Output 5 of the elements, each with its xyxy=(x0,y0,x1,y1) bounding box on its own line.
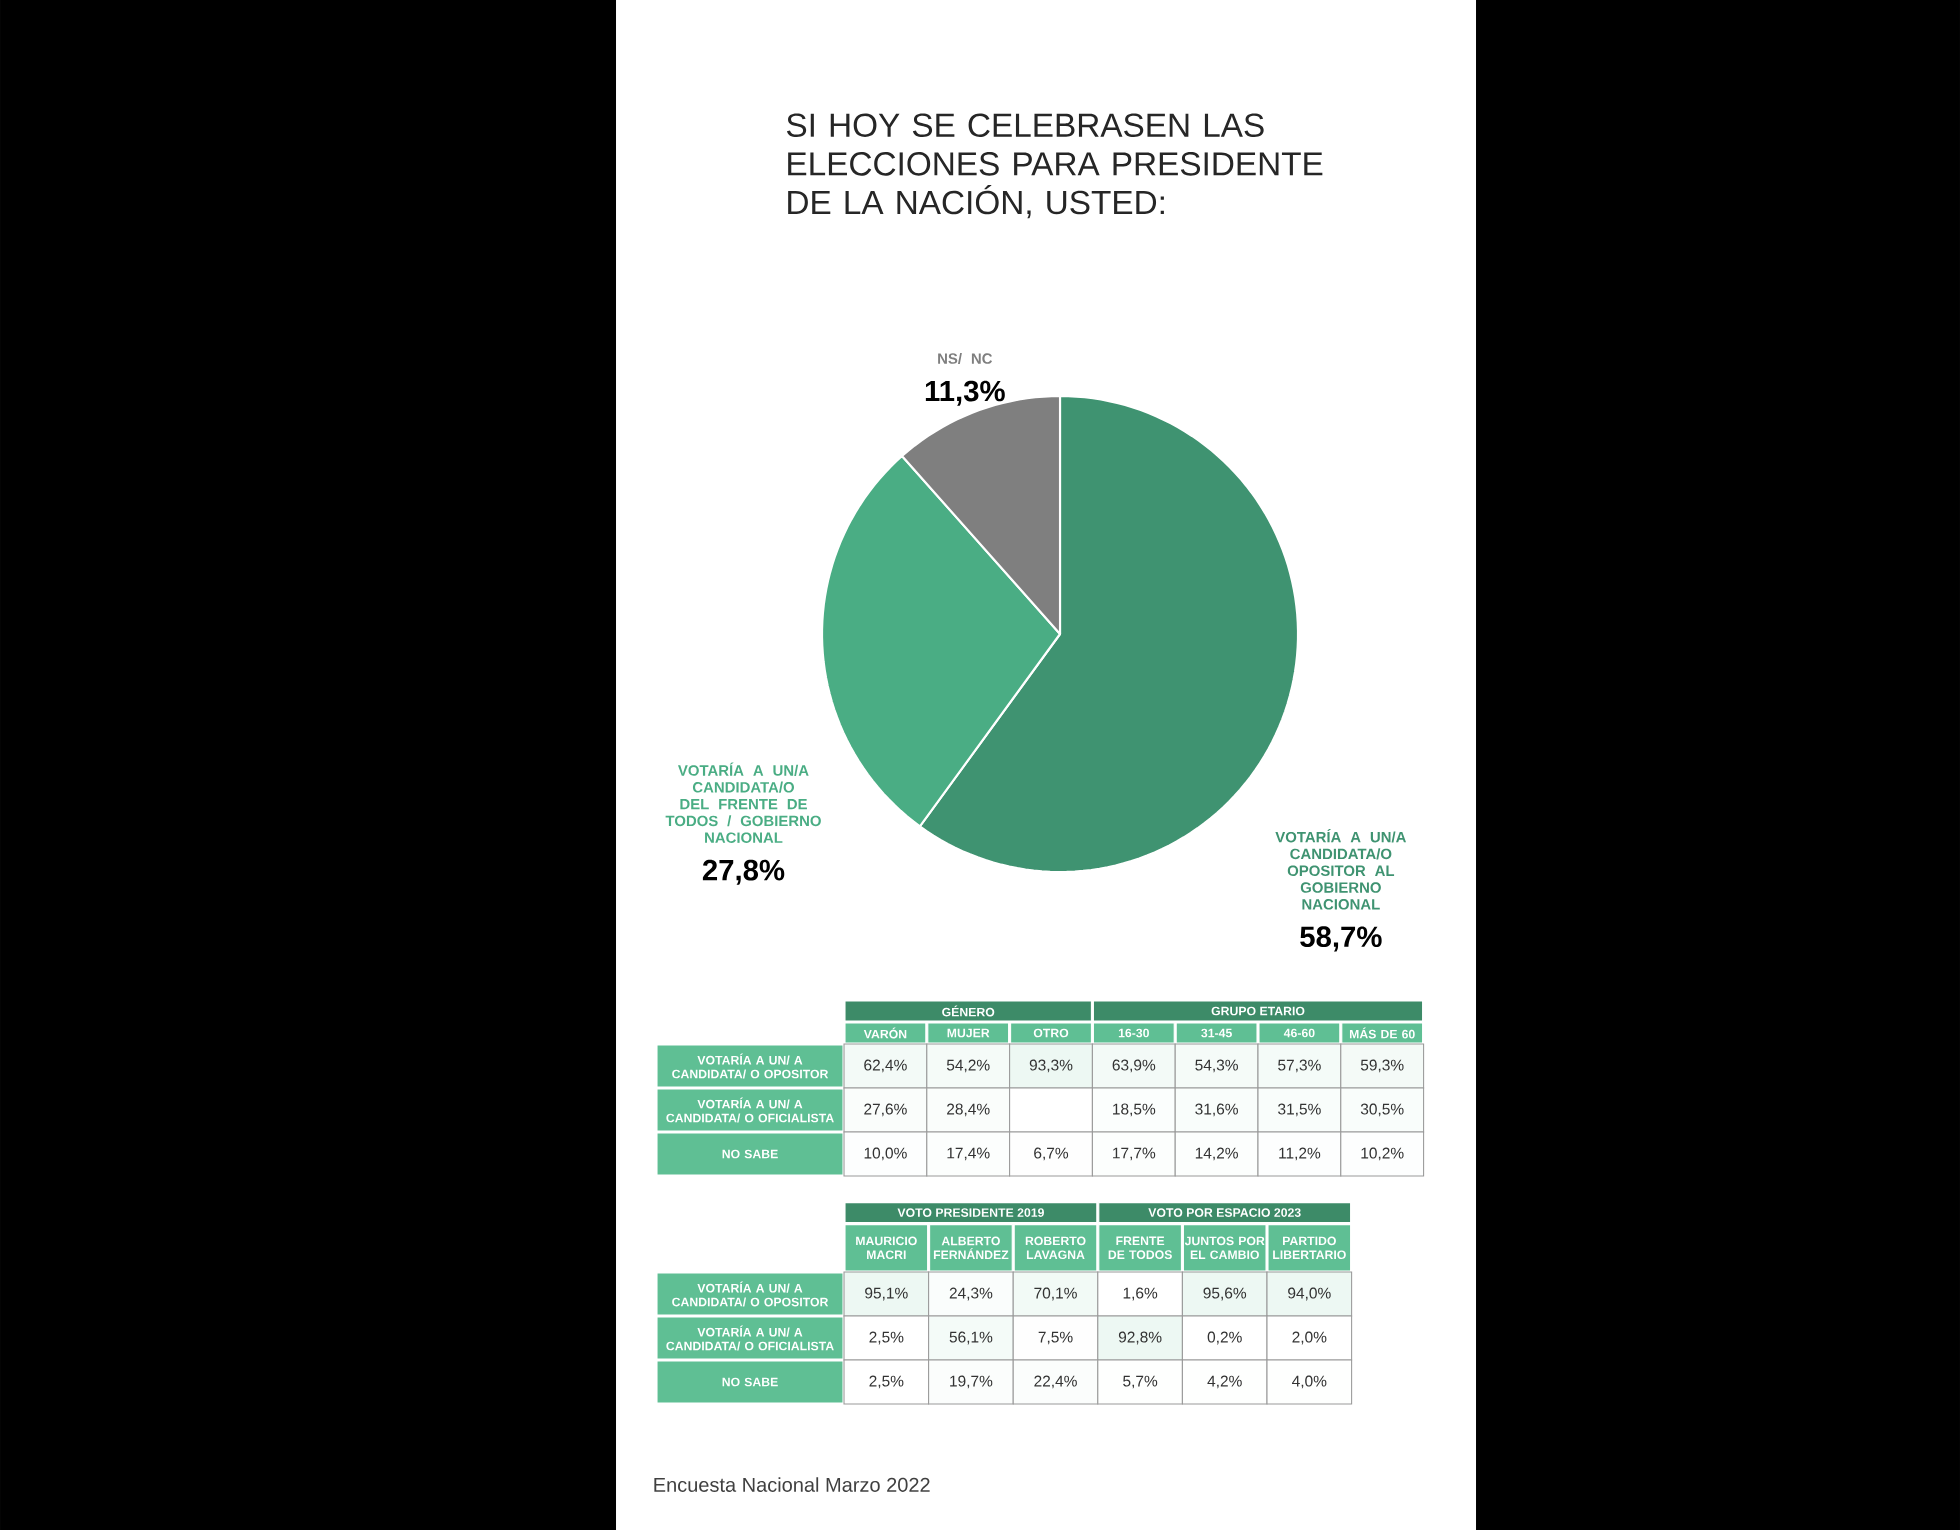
data-label: 58,7% xyxy=(1300,926,1382,952)
data-label: 27,8% xyxy=(702,859,785,885)
data-label: 11,3% xyxy=(925,380,1005,406)
chart-title: SI HOY SE CELEBRASEN LAS ELECCIONES PARA PRESIDENTE DE LA NACIÓN, USTED: xyxy=(786,113,1323,219)
text: Encuesta Nacional Marzo 2022 xyxy=(654,1477,930,1492)
